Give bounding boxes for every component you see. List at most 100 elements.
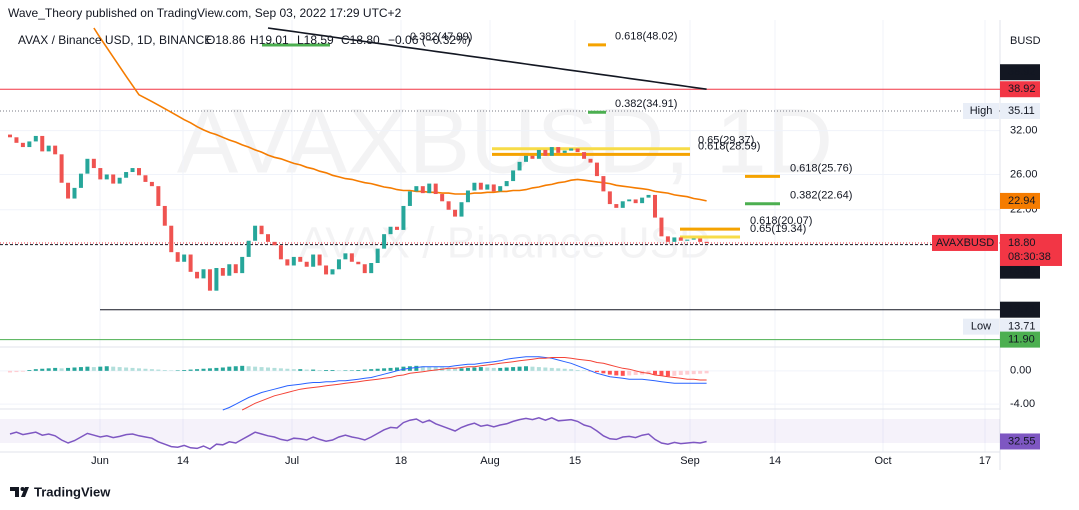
macd-histogram-bar — [349, 370, 354, 371]
legend-high: H19.01 — [250, 33, 289, 47]
macd-histogram-bar — [85, 366, 90, 371]
candle-body — [246, 240, 251, 257]
macd-histogram-bar — [698, 370, 703, 374]
macd-histogram-bar — [33, 369, 38, 371]
level-tag — [1000, 331, 1040, 348]
candle-body — [395, 226, 399, 230]
macd-histogram-bar — [685, 370, 690, 375]
level-tag — [1000, 301, 1040, 318]
candle-body — [227, 264, 232, 276]
macd-histogram-bar — [659, 370, 664, 376]
candle-body — [414, 186, 419, 192]
x-tick-label: Jun — [91, 455, 109, 467]
macd-histogram-bar — [633, 370, 638, 375]
macd-histogram-bar — [395, 367, 399, 371]
macd-histogram-bar — [665, 370, 670, 377]
candle-body — [343, 253, 348, 260]
candle-body — [653, 194, 657, 218]
macd-histogram-bar — [91, 367, 96, 371]
y-tick-label: 32.00 — [1010, 124, 1038, 136]
candle-body — [78, 173, 83, 188]
candle-body — [336, 259, 341, 270]
macd-histogram-bar — [20, 370, 25, 372]
macd-histogram-bar — [562, 368, 567, 371]
candle-body — [375, 248, 380, 264]
candle-body — [85, 158, 90, 174]
macd-histogram-bar — [46, 368, 51, 371]
candle-body — [556, 147, 561, 153]
macd-histogram-bar — [498, 367, 503, 371]
macd-histogram-bar — [427, 366, 432, 371]
fib-label: 0.618(28.59) — [698, 140, 760, 152]
candle-body — [72, 187, 77, 199]
logo-mark — [21, 487, 29, 497]
candle-body — [640, 197, 645, 204]
macd-histogram-bar — [414, 365, 419, 371]
candle-body — [317, 254, 322, 266]
candle-body — [214, 268, 219, 291]
fib-label: 0.618(20.07) — [750, 215, 812, 227]
macd-histogram-bar — [330, 370, 335, 371]
candle-body — [504, 181, 509, 187]
candle-body — [582, 152, 587, 159]
macd-histogram-bar — [524, 366, 528, 371]
candle-body — [149, 181, 154, 187]
candle-body — [91, 158, 96, 169]
macd-histogram-bar — [124, 367, 129, 371]
macd-histogram-bar — [369, 369, 374, 371]
candle-body — [53, 145, 58, 155]
candle-body — [117, 177, 122, 184]
candle-body — [691, 238, 696, 240]
candle-body — [620, 201, 625, 208]
candle-body — [594, 162, 599, 177]
macd-histogram-bar — [382, 368, 387, 371]
candle-body — [291, 256, 296, 266]
candle-body — [685, 239, 690, 241]
candle-body — [46, 145, 51, 152]
macd-histogram-bar — [53, 367, 58, 371]
candle-body — [401, 205, 406, 230]
ma-value: 22.94 — [1008, 195, 1036, 207]
legend-close: C18.80 — [341, 33, 380, 47]
candle-body — [207, 269, 212, 291]
level-value: 38.92 — [1008, 83, 1036, 95]
macd-histogram-bar — [156, 369, 161, 371]
candle-body — [324, 265, 329, 275]
candle-body — [478, 182, 483, 190]
macd-histogram-bar — [130, 367, 135, 371]
high-low-name: High — [970, 105, 993, 117]
macd-histogram-bar — [188, 369, 193, 371]
legend-change: −0.06 (−0.32%) — [388, 33, 471, 47]
macd-histogram-bar — [272, 367, 277, 371]
candle-body — [665, 236, 670, 242]
macd-histogram-bar — [569, 369, 574, 371]
macd-histogram-bar — [678, 370, 683, 375]
logo-mark — [10, 487, 19, 497]
macd-histogram-bar — [543, 367, 548, 371]
level-value: 13.71 — [1008, 304, 1036, 316]
candle-body — [304, 261, 309, 267]
candle-body — [175, 252, 180, 262]
candle-body — [549, 147, 554, 156]
candle-body — [485, 184, 490, 190]
macd-tick-label: 0.00 — [1010, 365, 1031, 377]
macd-histogram-bar — [472, 367, 477, 371]
macd-histogram-bar — [278, 368, 283, 371]
ma-tag — [1000, 64, 1040, 81]
high-low-box — [1000, 102, 1040, 119]
macd-histogram-bar — [343, 370, 348, 371]
candle-body — [137, 168, 141, 176]
macd-line — [241, 357, 707, 411]
macd-histogram-bar — [162, 370, 167, 371]
candle-body — [20, 142, 25, 148]
macd-histogram-bar — [375, 368, 380, 371]
tradingview-logo[interactable]: TradingView — [10, 484, 111, 499]
candle-body — [104, 174, 109, 180]
candle-body — [588, 158, 593, 163]
candle-body — [124, 172, 129, 178]
macd-histogram-bar — [220, 367, 225, 371]
x-tick-label: 18 — [395, 455, 407, 467]
y-tick-label: 26.00 — [1010, 168, 1038, 180]
